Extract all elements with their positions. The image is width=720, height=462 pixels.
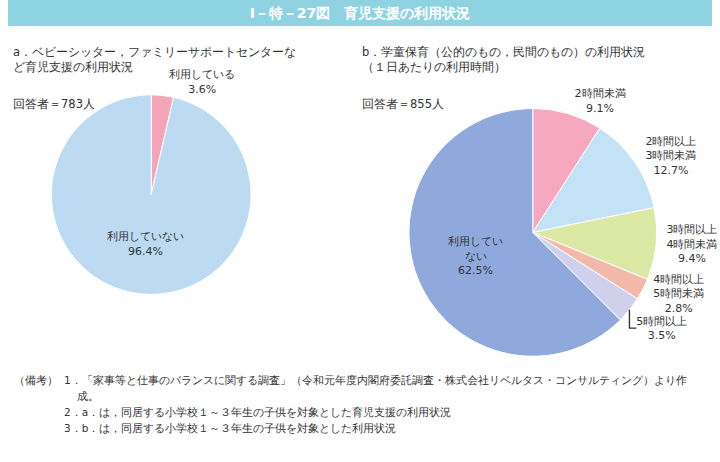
html-text:（備考）: （備考） <box>14 374 58 386</box>
html-text:1．「家事等と仕事のバランスに関する調査」（令和元年度内閣府: 1．「家事等と仕事のバランスに関する調査」（令和元年度内閣府委託調査・株式会社リ… <box>64 374 687 402</box>
svg-text:2時間以上3時間未満12.7%: 2時間以上3時間未満12.7% <box>645 135 696 177</box>
svg-text:3時間以上4時間未満9.4%: 3時間以上4時間未満9.4% <box>666 223 717 265</box>
svg-text:a．ベビーシッター，ファミリーサポートセンターなど育児支援の: a．ベビーシッター，ファミリーサポートセンターなど育児支援の利用状況 <box>13 45 296 74</box>
svg-text:利用している3.6%: 利用している3.6% <box>169 68 235 95</box>
svg-text:5時間以上3.5%: 5時間以上3.5% <box>636 315 687 342</box>
html-text:2．a．は，同居する小学校１～３年生の子供を対象とした育児支: 2．a．は，同居する小学校１～３年生の子供を対象とした育児支援の利用状況 <box>64 406 452 418</box>
svg-text:利用していない96.4%: 利用していない96.4% <box>107 230 184 257</box>
svg-text:b．学童保育（公的のもの，民間のもの）の利用状況（１日あたり: b．学童保育（公的のもの，民間のもの）の利用状況（１日あたりの利用時間） <box>362 45 645 74</box>
svg-text:回答者＝783人: 回答者＝783人 <box>13 97 95 111</box>
html-text:Ⅰ－特－27図 育児支援の利用状況: Ⅰ－特－27図 育児支援の利用状況 <box>249 5 471 21</box>
svg-text:利用していない62.5%: 利用していない62.5% <box>448 235 503 277</box>
svg-text:2時間未満9.1%: 2時間未満9.1% <box>575 87 626 114</box>
svg-text:4時間以上5時間未満2.8%: 4時間以上5時間未満2.8% <box>653 273 704 315</box>
svg-text:回答者＝855人: 回答者＝855人 <box>362 97 444 111</box>
html-text:3．b．は，同居する小学校１～３年生の子供を対象とした利用状: 3．b．は，同居する小学校１～３年生の子供を対象とした利用状況 <box>64 422 397 434</box>
